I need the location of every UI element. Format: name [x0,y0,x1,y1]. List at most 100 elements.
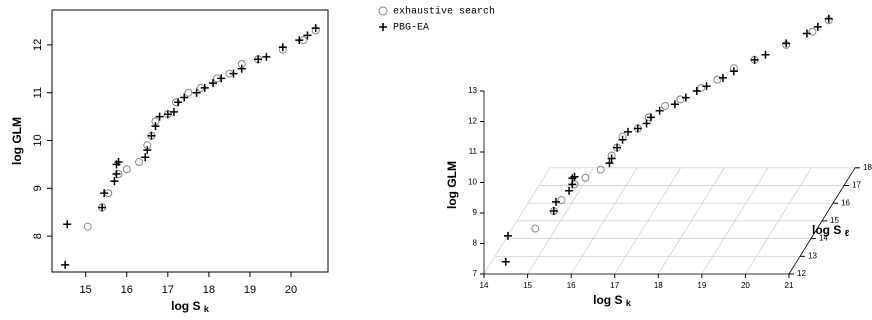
z-tick-label: 11 [469,147,478,156]
point [702,82,711,91]
z-axis-label: log GLM [445,161,459,209]
z-tick-label: 10 [468,178,477,187]
point [692,87,701,96]
y-label-subscript: ℓ [845,228,850,238]
x-tick-label: 16 [567,281,576,290]
x-tick-label: 15 [80,284,92,296]
point [605,159,614,168]
point [661,101,670,110]
y-tick-label: 18 [863,163,872,172]
x-label-subscript: k [204,304,210,314]
point [624,127,632,136]
y-tick-label: 15 [830,216,839,225]
y-tick-label: 14 [819,234,828,243]
x-tick-label: 18 [203,284,215,296]
point [63,220,72,229]
point [642,119,651,128]
point [83,222,92,231]
point [646,113,655,122]
y-tick-label: 12 [797,269,806,278]
point [98,203,107,212]
point [200,83,209,92]
point [114,158,123,167]
point [143,146,152,155]
point [782,39,791,48]
point [681,93,690,102]
point [61,260,70,269]
point [112,169,121,178]
z-tick-label: 7 [473,269,478,278]
y-label-text: log S [812,223,841,237]
point [184,88,193,97]
floor-grid-line [483,167,551,275]
point [570,172,579,181]
legend-label: exhaustive search [393,6,495,18]
point [295,36,304,45]
floor-grid-line [745,167,812,275]
point [676,95,685,104]
point [217,74,226,83]
y-axis-label-3d: log S ℓ [812,223,850,238]
point [633,124,642,133]
x-axis-label-3d: log S k [593,293,632,308]
point [303,31,312,40]
point [813,22,822,31]
x-label-text: log S [593,293,622,307]
point [151,122,160,131]
x-axis-label: log S k [171,299,210,314]
y-axis-label: log GLM [10,117,24,165]
x-tick-label: 15 [523,281,532,290]
point [808,27,817,36]
point [697,83,706,92]
y-tick-label: 16 [841,198,850,207]
y-tick-label: 10 [32,134,44,146]
point [141,153,150,162]
x-tick-label: 14 [480,281,489,290]
point [122,165,131,174]
point [655,106,664,115]
z-tick-label: 8 [473,239,478,248]
floor-grid-line [527,167,594,275]
y-tick-label: 12 [32,39,44,51]
point [729,67,738,76]
point [761,50,770,59]
y-tick-label: 11 [32,87,44,98]
legend-label: PBG-EA [393,23,429,34]
point [531,224,540,233]
x-tick-label: 21 [785,281,794,290]
x-label-subscript: k [626,298,632,308]
point [135,158,144,167]
z-tick-label: 12 [468,117,477,126]
point [750,55,759,64]
point [163,110,172,119]
point [607,154,616,163]
legend-circle [378,6,388,16]
x-tick-label: 20 [285,284,297,296]
point [549,207,558,216]
point [229,69,238,78]
point [557,196,566,205]
point [713,75,722,84]
point [174,98,183,107]
point [110,177,119,186]
point [100,189,109,198]
point [596,165,605,174]
x-tick-label: 16 [121,284,133,296]
x-tick-label: 17 [610,281,619,290]
y-tick-label: 13 [808,251,817,260]
point [824,14,833,23]
point [311,24,320,33]
point [155,112,164,121]
point [237,64,246,73]
point [262,52,271,61]
point [802,29,811,38]
floor-grid-line [570,167,638,275]
point [581,173,590,182]
floor-grid-line [657,167,725,275]
point [618,135,627,144]
point [169,107,178,116]
z-tick-label: 9 [473,208,478,217]
point [613,143,622,152]
x-tick-label: 20 [741,281,750,290]
